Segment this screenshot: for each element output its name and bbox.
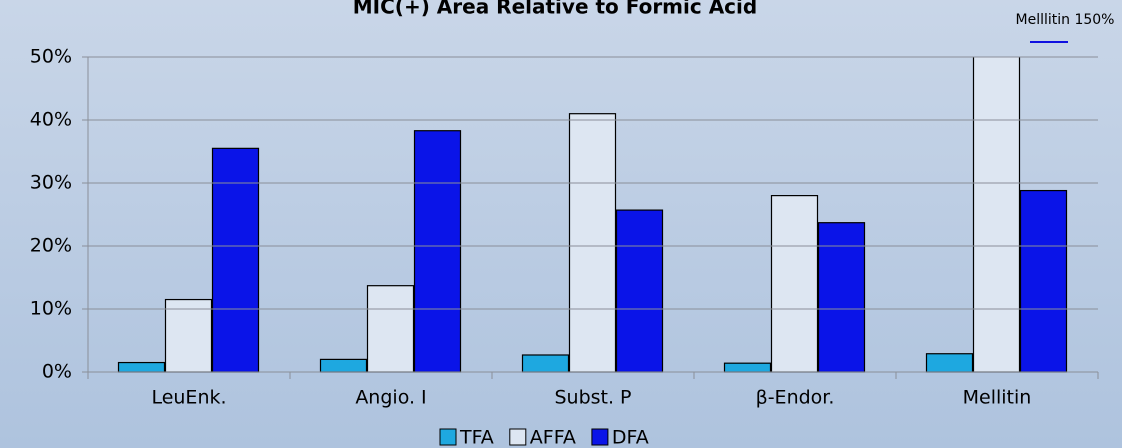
legend-label: TFA xyxy=(459,427,494,448)
chart-title: MIC(+) Area Relative to Formic Acid xyxy=(353,0,757,19)
bar xyxy=(366,285,415,373)
x-tick-label: β-Endor. xyxy=(756,387,835,409)
bar xyxy=(521,354,570,373)
x-tick-label: Mellitin xyxy=(963,387,1032,409)
bar xyxy=(319,358,368,373)
bar xyxy=(770,195,819,373)
bar xyxy=(413,130,462,373)
x-tick-label: Angio. I xyxy=(355,387,426,409)
y-tick-label: 40% xyxy=(30,109,72,131)
x-tick-label: LeuEnk. xyxy=(151,387,226,409)
legend-label: AFFA xyxy=(530,427,576,448)
x-tick-label: Subst. P xyxy=(554,387,631,409)
bar xyxy=(723,362,772,373)
y-tick-label: 30% xyxy=(30,172,72,194)
y-tick-label: 50% xyxy=(30,46,72,68)
legend-swatch xyxy=(439,428,457,446)
bar xyxy=(817,222,866,373)
legend-swatch xyxy=(591,428,609,446)
legend-label: DFA xyxy=(612,427,649,448)
y-tick-label: 0% xyxy=(42,361,72,383)
bar xyxy=(568,113,617,373)
legend-swatch xyxy=(509,428,527,446)
bar xyxy=(117,361,166,373)
bar xyxy=(972,57,1021,373)
bar xyxy=(211,147,260,373)
y-tick-label: 20% xyxy=(30,235,72,257)
bar xyxy=(164,298,213,373)
y-tick-label: 10% xyxy=(30,298,72,320)
bar xyxy=(925,353,974,373)
bar xyxy=(615,209,664,373)
annotation: Melllitin 150% xyxy=(1016,12,1115,28)
bar xyxy=(1019,189,1068,373)
